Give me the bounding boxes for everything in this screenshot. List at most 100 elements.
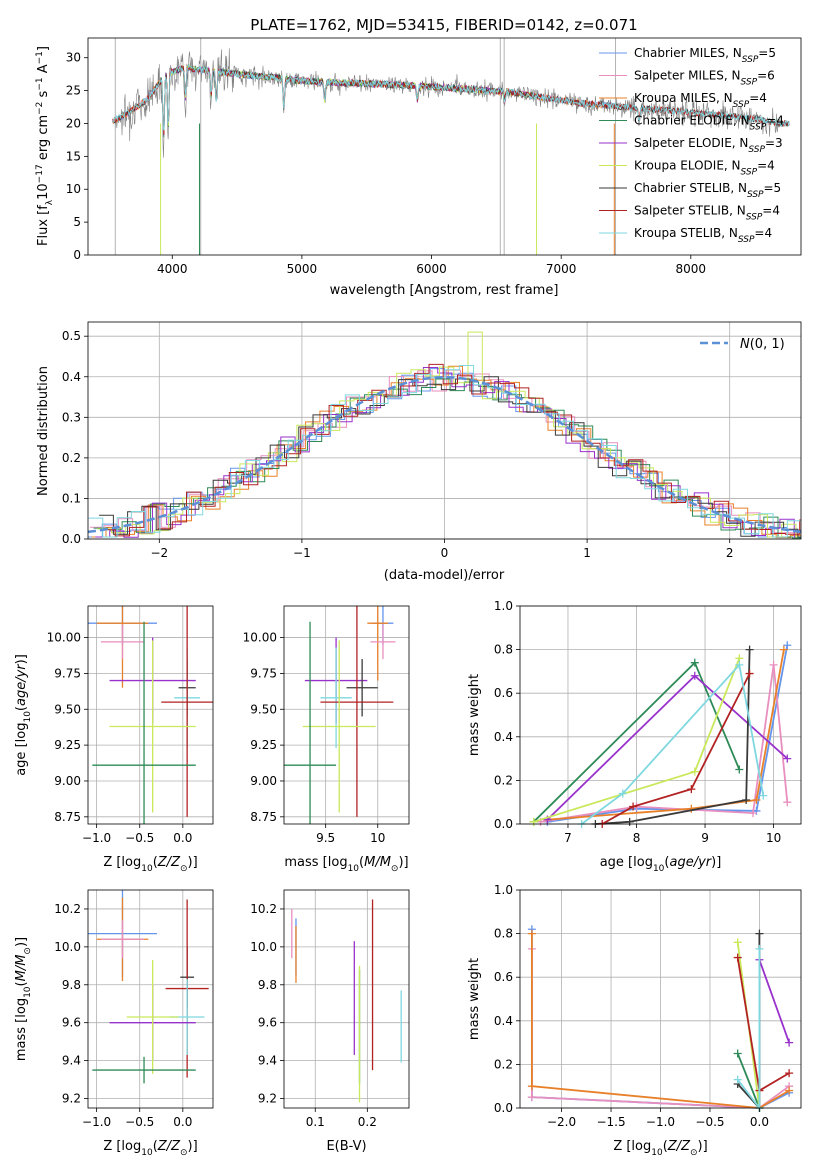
y-tick-label: 1.0 — [494, 883, 513, 897]
y-tick-label: 9.8 — [258, 978, 277, 992]
y-tick-label: 9.6 — [258, 1016, 277, 1030]
x-axis-label: mass [log10(M/M⊙)] — [284, 855, 408, 874]
y-tick-label: 0.1 — [62, 491, 81, 505]
weight-marker — [769, 660, 778, 669]
y-tick-label: 9.00 — [54, 774, 81, 788]
mass-vs-Z-frame — [87, 889, 214, 1109]
x-tick-label: 9 — [701, 831, 709, 845]
legend-label: Kroupa MILES, NSSP=4 — [634, 91, 767, 110]
y-tick-label: 9.8 — [62, 978, 81, 992]
weight-marker — [745, 669, 754, 678]
y-tick-label: 0.2 — [494, 1057, 513, 1071]
legend-label: Chabrier STELIB, NSSP=5 — [634, 181, 781, 200]
legend-label: Salpeter STELIB, NSSP=4 — [634, 204, 780, 223]
weight-marker — [745, 645, 754, 654]
weight-marker — [527, 1082, 536, 1091]
weight-line-salpeter-miles — [540, 664, 789, 823]
y-tick-label: 0.4 — [494, 1014, 513, 1028]
x-axis-label: age [log10(age/yr)] — [600, 855, 722, 874]
age-vs-Z-plot — [88, 606, 213, 824]
weight-line-chabrier-elodie — [736, 1053, 761, 1109]
model-spectrum-salpeter-stelib — [112, 65, 790, 135]
x-tick-label: 1 — [583, 546, 591, 560]
x-tick-label: −1.0 — [646, 1115, 675, 1129]
y-tick-label: 9.50 — [54, 702, 81, 716]
legend-label: Kroupa STELIB, NSSP=4 — [634, 226, 772, 245]
y-tick-label: 10.2 — [54, 902, 81, 916]
y-axis-label: Normed distribution — [36, 366, 51, 496]
y-tick-label: 9.75 — [54, 666, 81, 680]
y-tick-label: 0.6 — [494, 970, 513, 984]
y-tick-label: 0.6 — [494, 686, 513, 700]
y-tick-label: 15 — [66, 149, 81, 163]
weight-line-kroupa-miles — [531, 933, 790, 1109]
y-tick-label: 9.75 — [250, 666, 277, 680]
weight-marker — [752, 796, 761, 805]
x-tick-label: −0.5 — [125, 1115, 154, 1129]
weight-marker — [783, 754, 792, 763]
x-tick-label: 0.0 — [173, 831, 192, 845]
weight-line-salpeter-elodie — [546, 674, 788, 821]
y-tick-label: 10.00 — [47, 631, 81, 645]
weight-marker — [755, 944, 764, 953]
x-axis-label: wavelength [Angstrom, rest frame] — [330, 283, 559, 298]
y-tick-label: 0.8 — [494, 927, 513, 941]
weight-vs-Z-plot — [527, 925, 794, 1112]
weight-marker — [759, 791, 768, 800]
gaussian-curve — [87, 375, 802, 534]
weight-line-kroupa-stelib — [581, 662, 765, 825]
y-axis-label: mass weight — [467, 958, 482, 1040]
y-tick-label: 20 — [66, 116, 81, 130]
weight-marker — [618, 789, 627, 798]
figure-title: PLATE=1762, MJD=53415, FIBERID=0142, z=0… — [250, 16, 637, 34]
y-tick-label: 0.2 — [494, 773, 513, 787]
y-tick-label: 8.75 — [250, 810, 277, 824]
mass-vs-EBV-frame — [283, 889, 410, 1109]
weight-marker — [529, 817, 538, 826]
histogram-kroupa-stelib — [88, 365, 801, 538]
y-tick-label: 5 — [73, 215, 81, 229]
histogram-kroupa-elodie — [97, 331, 801, 538]
x-tick-label: 8 — [633, 831, 641, 845]
weight-marker — [749, 809, 758, 818]
y-tick-label: 1.0 — [494, 599, 513, 613]
weight-marker — [733, 1075, 742, 1084]
y-axis-label: mass weight — [467, 674, 482, 756]
x-tick-label: −1.5 — [596, 1115, 625, 1129]
y-tick-label: 0.4 — [494, 730, 513, 744]
weight-vs-age-frame — [519, 605, 802, 825]
y-tick-label: 0.0 — [494, 817, 513, 831]
mass-vs-EBV-axes — [284, 890, 409, 1108]
y-tick-label: 0.0 — [62, 532, 81, 546]
mass-vs-EBV-plot — [291, 899, 402, 1103]
age-vs-Z-frame — [87, 605, 214, 825]
y-tick-label: 9.25 — [54, 738, 81, 752]
weight-marker — [755, 929, 764, 938]
x-tick-label: 2 — [726, 546, 734, 560]
y-tick-label: 9.00 — [250, 774, 277, 788]
age-vs-mass-frame — [283, 605, 410, 825]
legend-label: Salpeter MILES, NSSP=6 — [634, 69, 775, 88]
legend-label: Salpeter ELODIE, NSSP=3 — [634, 136, 783, 155]
y-tick-label: 0.8 — [494, 643, 513, 657]
y-tick-label: 9.4 — [62, 1054, 81, 1068]
y-tick-label: 10.00 — [243, 631, 277, 645]
x-tick-label: −1 — [293, 546, 311, 560]
weight-line-salpeter-elodie — [758, 959, 790, 1043]
y-tick-label: 9.2 — [62, 1092, 81, 1106]
weight-marker — [783, 641, 792, 650]
x-tick-label: 6000 — [416, 262, 447, 276]
legend-label: Chabrier ELODIE, NSSP=4 — [634, 114, 784, 133]
x-tick-label: 9.5 — [316, 831, 335, 845]
weight-marker — [785, 1069, 794, 1078]
weight-marker — [527, 929, 536, 938]
y-tick-label: 0.5 — [62, 329, 81, 343]
x-tick-label: −2.0 — [547, 1115, 576, 1129]
x-tick-label: −0.5 — [125, 831, 154, 845]
weight-marker — [629, 802, 638, 811]
mass-vs-Z-axes — [88, 890, 213, 1108]
weight-marker — [742, 796, 751, 805]
age-vs-Z-axes — [88, 606, 213, 824]
y-tick-label: 9.6 — [62, 1016, 81, 1030]
weight-marker — [690, 767, 699, 776]
